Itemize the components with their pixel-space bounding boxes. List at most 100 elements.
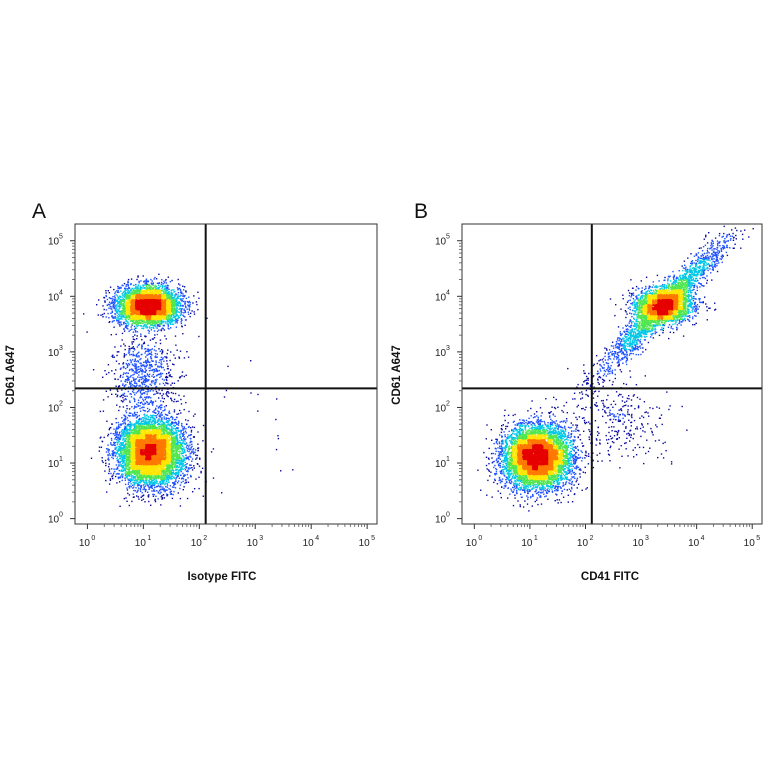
event-dot bbox=[174, 464, 176, 466]
event-dot bbox=[130, 382, 132, 384]
event-dot bbox=[161, 488, 163, 490]
event-dot bbox=[187, 470, 189, 473]
event-dot bbox=[118, 291, 120, 293]
event-dot bbox=[105, 309, 108, 311]
event-dot bbox=[145, 391, 147, 393]
event-dot bbox=[175, 316, 177, 318]
event-dot bbox=[158, 425, 161, 428]
event-dot bbox=[128, 473, 130, 476]
event-dot bbox=[179, 284, 181, 286]
event-dot bbox=[116, 468, 118, 470]
event-dot bbox=[157, 410, 159, 412]
event-dot bbox=[146, 358, 149, 360]
event-dot bbox=[111, 355, 113, 357]
event-dot bbox=[176, 416, 178, 419]
event-dot bbox=[142, 400, 145, 402]
event-dot bbox=[130, 471, 132, 473]
event-dot bbox=[140, 325, 143, 327]
event-dot bbox=[147, 390, 150, 392]
event-dot bbox=[110, 297, 113, 300]
event-dot bbox=[167, 324, 169, 326]
event-dot bbox=[169, 432, 172, 434]
event-dot bbox=[152, 404, 154, 406]
event-dot bbox=[120, 400, 123, 402]
event-dot bbox=[135, 426, 137, 428]
event-dot bbox=[105, 295, 108, 298]
event-dot bbox=[145, 426, 148, 428]
event-dot bbox=[158, 418, 160, 420]
event-dot bbox=[126, 377, 129, 380]
event-dot bbox=[105, 451, 108, 453]
event-dot bbox=[129, 386, 132, 388]
event-dot bbox=[172, 444, 174, 446]
event-dot bbox=[120, 437, 122, 439]
event-dot bbox=[126, 438, 128, 441]
event-dot bbox=[129, 427, 131, 429]
event-dot bbox=[164, 356, 166, 358]
event-dot bbox=[127, 325, 129, 327]
event-dot bbox=[115, 294, 117, 296]
event-dot bbox=[174, 309, 177, 312]
event-dot bbox=[130, 422, 132, 424]
event-dot bbox=[168, 392, 170, 394]
event-dot bbox=[150, 356, 152, 358]
event-dot bbox=[171, 306, 173, 308]
event-dot bbox=[179, 444, 181, 446]
event-dot bbox=[193, 426, 196, 429]
panel-a-plot-area bbox=[74, 223, 378, 525]
event-dot bbox=[131, 500, 133, 503]
event-dot bbox=[199, 458, 201, 460]
event-dot bbox=[126, 465, 129, 467]
event-dot bbox=[136, 476, 139, 478]
event-dot bbox=[142, 392, 144, 395]
event-dot bbox=[142, 285, 145, 287]
event-dot bbox=[182, 468, 184, 470]
event-dot bbox=[169, 369, 172, 371]
event-dot bbox=[187, 477, 189, 479]
event-dot bbox=[182, 451, 185, 453]
event-dot bbox=[152, 326, 155, 329]
event-dot bbox=[161, 404, 163, 406]
event-dot bbox=[177, 315, 179, 317]
event-dot bbox=[147, 280, 149, 282]
event-dot bbox=[112, 303, 115, 306]
event-dot bbox=[117, 290, 119, 292]
event-dot bbox=[148, 487, 151, 489]
event-dot bbox=[146, 419, 148, 421]
event-dot bbox=[133, 424, 135, 426]
event-dot bbox=[178, 450, 180, 453]
event-dot bbox=[163, 398, 165, 400]
event-dot bbox=[117, 421, 119, 424]
event-dot bbox=[160, 400, 162, 402]
event-dot bbox=[195, 458, 197, 460]
event-dot bbox=[144, 375, 146, 378]
event-dot bbox=[118, 385, 120, 387]
event-dot bbox=[155, 426, 158, 429]
event-dot bbox=[127, 285, 129, 287]
event-dot bbox=[179, 497, 182, 500]
event-dot bbox=[131, 424, 133, 427]
event-dot bbox=[182, 475, 185, 477]
event-dot bbox=[180, 458, 183, 461]
event-dot bbox=[167, 420, 169, 422]
event-dot bbox=[120, 286, 122, 289]
event-dot bbox=[170, 447, 173, 449]
event-dot bbox=[168, 469, 171, 472]
event-dot bbox=[137, 352, 139, 354]
event-dot bbox=[173, 432, 176, 435]
event-dot bbox=[106, 491, 108, 493]
event-dot bbox=[135, 367, 138, 369]
event-dot bbox=[149, 361, 151, 363]
event-dot bbox=[171, 428, 173, 430]
event-dot bbox=[141, 475, 143, 478]
event-dot bbox=[188, 308, 190, 310]
event-dot bbox=[122, 452, 125, 455]
event-dot bbox=[165, 418, 167, 421]
event-dot bbox=[120, 446, 122, 448]
event-dot bbox=[147, 344, 149, 347]
event-dot bbox=[160, 504, 162, 506]
event-dot bbox=[135, 487, 137, 489]
event-dot bbox=[132, 291, 135, 294]
event-dot bbox=[163, 406, 166, 408]
event-dot bbox=[182, 333, 184, 335]
